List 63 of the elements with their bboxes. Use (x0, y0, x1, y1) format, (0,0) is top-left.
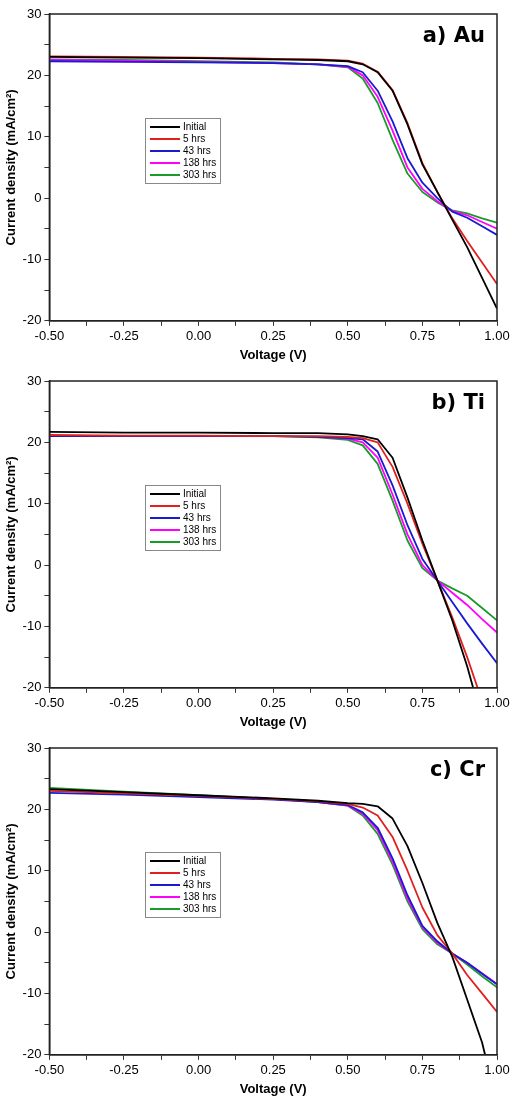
x-tick-label: -0.50 (34, 695, 65, 711)
y-tick-label: 20 (26, 800, 42, 816)
x-tick-label: 0.50 (335, 328, 361, 344)
x-tick-label: 0.75 (409, 328, 436, 344)
legend-label: 138 hrs (183, 157, 217, 169)
x-tick-label: 0.00 (185, 1062, 212, 1078)
legend-label: Initial (183, 855, 207, 867)
x-tick-label: 0.50 (335, 1062, 361, 1078)
y-tick-label: -20 (22, 679, 42, 695)
y-tick-label: 30 (26, 372, 42, 388)
x-tick-label: 0.00 (185, 328, 212, 344)
x-axis-title: Voltage (V) (239, 1080, 307, 1096)
x-tick-label: 1.00 (484, 695, 510, 711)
y-tick-label: -20 (22, 1046, 42, 1062)
x-tick-label: -0.50 (34, 328, 65, 344)
x-tick-label: 0.25 (260, 328, 286, 344)
x-tick-label: 0.00 (185, 695, 212, 711)
legend-label: 43 hrs (183, 879, 211, 891)
legend-label: 138 hrs (183, 891, 217, 903)
legend-label: 43 hrs (183, 145, 211, 157)
y-axis-title: Current density (mA/cm²) (3, 456, 19, 613)
x-tick-label: 1.00 (484, 328, 510, 344)
annotation: a) Au (422, 22, 485, 47)
x-tick-label: -0.25 (109, 695, 139, 711)
y-tick-label: 30 (26, 5, 42, 21)
legend-label: 303 hrs (183, 169, 217, 181)
x-tick-label: 1.00 (484, 1062, 510, 1078)
annotation: b) Ti (431, 389, 485, 414)
x-axis-title: Voltage (V) (239, 713, 307, 729)
y-axis-title: Current density (mA/cm²) (3, 89, 19, 246)
legend-label: Initial (183, 488, 207, 500)
y-axis-title: Current density (mA/cm²) (3, 823, 19, 980)
legend-label: 138 hrs (183, 524, 217, 536)
legend-label: 43 hrs (183, 512, 211, 524)
x-tick-label: 0.25 (260, 1062, 286, 1078)
y-tick-label: -10 (22, 618, 42, 634)
y-tick-label: 10 (26, 862, 42, 878)
legend-label: 5 hrs (183, 500, 206, 512)
legend-label: 5 hrs (183, 133, 206, 145)
y-tick-label: 0 (34, 189, 42, 205)
x-tick-label: -0.25 (109, 1062, 139, 1078)
y-tick-label: -10 (22, 985, 42, 1001)
legend-label: Initial (183, 121, 207, 133)
y-tick-label: 0 (34, 556, 42, 572)
x-tick-label: 0.75 (409, 695, 436, 711)
y-tick-label: 20 (26, 433, 42, 449)
y-tick-label: 0 (34, 923, 42, 939)
x-tick-label: 0.50 (335, 695, 361, 711)
y-tick-label: -20 (22, 312, 42, 328)
x-tick-label: 0.25 (260, 695, 286, 711)
x-tick-label: -0.25 (109, 328, 139, 344)
y-tick-label: -10 (22, 251, 42, 267)
legend-label: 303 hrs (183, 903, 217, 915)
x-axis-title: Voltage (V) (239, 346, 307, 362)
x-tick-label: 0.75 (409, 1062, 436, 1078)
x-tick-label: -0.50 (34, 1062, 65, 1078)
legend-label: 5 hrs (183, 867, 206, 879)
y-tick-label: 30 (26, 739, 42, 755)
legend-label: 303 hrs (183, 536, 217, 548)
y-tick-label: 20 (26, 66, 42, 82)
annotation: c) Cr (429, 756, 486, 781)
y-tick-label: 10 (26, 128, 42, 144)
y-tick-label: 10 (26, 495, 42, 511)
